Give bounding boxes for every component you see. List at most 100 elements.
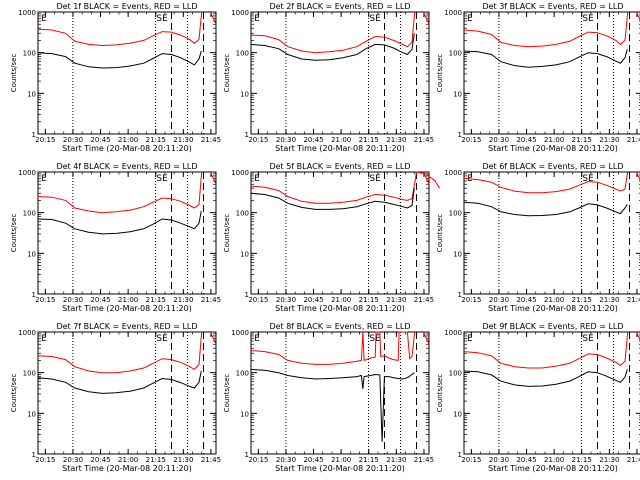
y-tick-label: 1000: [18, 169, 36, 177]
x-tick-label: 21:00: [331, 136, 351, 144]
x-tick-label: 20:15: [35, 296, 55, 304]
chart-panel-6: Det 6f BLACK = Events, RED = LLD 1 10 100 10…: [436, 162, 640, 313]
x-tick-label: 20:30: [489, 296, 509, 304]
chart-panel-7: Det 7f BLACK = Events, RED = LLD 1 10 100 10…: [10, 322, 221, 473]
y-tick-label: 1: [458, 291, 462, 299]
chart-panel-8: Det 8f BLACK = Events, RED = LLD 1 10 100 10…: [223, 322, 434, 473]
events-series-line: [37, 210, 202, 235]
marker-e-label: E: [467, 14, 473, 24]
x-tick-label: 21:15: [146, 456, 166, 464]
plot-frame: [250, 331, 430, 455]
events-series-line: [250, 368, 415, 442]
chart-title: Det 7f BLACK = Events, RED = LLD: [56, 322, 197, 331]
marker-e-label: E: [254, 334, 260, 344]
chart-panel-9: Det 9f BLACK = Events, RED = LLD 1 10 100 10…: [436, 322, 640, 473]
plot-frame: [37, 11, 217, 135]
x-tick-label: 21:15: [359, 136, 379, 144]
y-tick-label: 100: [449, 210, 462, 218]
x-tick-label: 20:30: [276, 456, 296, 464]
x-axis-label: Start Time (20-Mar-08 20:11:20): [275, 144, 405, 153]
y-tick-label: 1000: [18, 9, 36, 17]
marker-se-label: SE: [582, 14, 594, 24]
plot-frame: [250, 171, 430, 295]
marker-se-label: SE: [156, 174, 168, 184]
y-tick-label: 10: [240, 90, 249, 98]
marker-se-label: SE: [582, 334, 594, 344]
x-tick-label: 20:45: [303, 456, 323, 464]
x-tick-label: 21:15: [572, 296, 592, 304]
x-tick-label: 21:30: [386, 136, 406, 144]
x-tick-label: 21:15: [146, 296, 166, 304]
y-tick-label: 1: [32, 291, 36, 299]
events-series-line: [463, 49, 628, 68]
y-tick-label: 1: [245, 131, 249, 139]
lld-series-line: [463, 331, 629, 369]
marker-se-label: SE: [369, 174, 381, 184]
x-axis-label: Start Time (20-Mar-08 20:11:20): [488, 144, 618, 153]
events-series-line: [250, 33, 415, 61]
x-tick-label: 21:30: [599, 296, 619, 304]
y-tick-label: 1: [458, 131, 462, 139]
x-tick-label: 20:45: [90, 136, 110, 144]
y-tick-label: 1000: [231, 9, 249, 17]
x-axis-label: Start Time (20-Mar-08 20:11:20): [488, 464, 618, 473]
lld-series-tail: [210, 171, 217, 185]
x-tick-label: 21:00: [118, 136, 138, 144]
x-tick-label: 21:00: [544, 456, 564, 464]
x-tick-label: 21:00: [331, 456, 351, 464]
chart-title: Det 5f BLACK = Events, RED = LLD: [269, 162, 410, 171]
lld-series-tail: [423, 171, 430, 185]
lld-series-line: [463, 11, 629, 48]
x-tick-label: 21:15: [359, 456, 379, 464]
y-axis-label: Counts/sec: [223, 214, 231, 253]
y-tick-label: 10: [453, 250, 462, 258]
events-series-line: [463, 369, 628, 387]
y-tick-label: 100: [23, 370, 36, 378]
marker-se-label: SE: [156, 334, 168, 344]
x-tick-label: 21:30: [599, 136, 619, 144]
x-tick-label: 20:45: [516, 296, 536, 304]
x-tick-label: 20:30: [276, 136, 296, 144]
x-tick-label: 21:15: [359, 296, 379, 304]
x-tick-label: 20:45: [516, 456, 536, 464]
x-tick-label: 20:30: [63, 456, 83, 464]
x-tick-label: 21:45: [627, 296, 640, 304]
x-tick-label: 21:45: [414, 296, 434, 304]
x-axis-label: Start Time (20-Mar-08 20:11:20): [275, 464, 405, 473]
x-tick-label: 21:30: [386, 296, 406, 304]
y-tick-label: 100: [236, 370, 249, 378]
y-tick-label: 10: [240, 410, 249, 418]
lld-series-line: [37, 171, 203, 214]
plot-frame: [37, 331, 217, 455]
y-tick-label: 1: [458, 451, 462, 459]
lld-series-tail: [210, 331, 217, 345]
x-tick-label: 21:30: [173, 296, 193, 304]
y-tick-label: 10: [27, 410, 36, 418]
y-tick-label: 10: [27, 250, 36, 258]
y-tick-label: 10: [453, 90, 462, 98]
x-tick-label: 21:15: [146, 136, 166, 144]
lld-series-line: [37, 331, 203, 374]
lld-series-tail: [636, 11, 640, 21]
x-tick-label: 21:00: [544, 136, 564, 144]
y-tick-label: 1: [32, 451, 36, 459]
x-axis-label: Start Time (20-Mar-08 20:11:20): [62, 144, 192, 153]
y-tick-label: 1: [32, 131, 36, 139]
marker-e-label: E: [41, 334, 47, 344]
chart-title: Det 4f BLACK = Events, RED = LLD: [56, 162, 197, 171]
x-tick-label: 21:00: [331, 296, 351, 304]
x-tick-label: 20:45: [90, 456, 110, 464]
x-tick-label: 21:30: [173, 456, 193, 464]
marker-e-label: E: [467, 334, 473, 344]
chart-panel-1: Det 1f BLACK = Events, RED = LLD 1 10 100 10…: [10, 2, 221, 153]
marker-se-label: SE: [582, 174, 594, 184]
x-tick-label: 20:30: [276, 296, 296, 304]
x-tick-label: 21:45: [201, 296, 221, 304]
x-tick-label: 20:45: [303, 136, 323, 144]
y-axis-label: Counts/sec: [10, 374, 18, 413]
chart-panel-4: Det 4f BLACK = Events, RED = LLD 1 10 100 10…: [10, 162, 221, 313]
x-tick-label: 21:00: [118, 296, 138, 304]
lld-series-line: [250, 171, 441, 204]
events-series-line: [37, 370, 202, 394]
lld-series-line: [463, 171, 629, 194]
